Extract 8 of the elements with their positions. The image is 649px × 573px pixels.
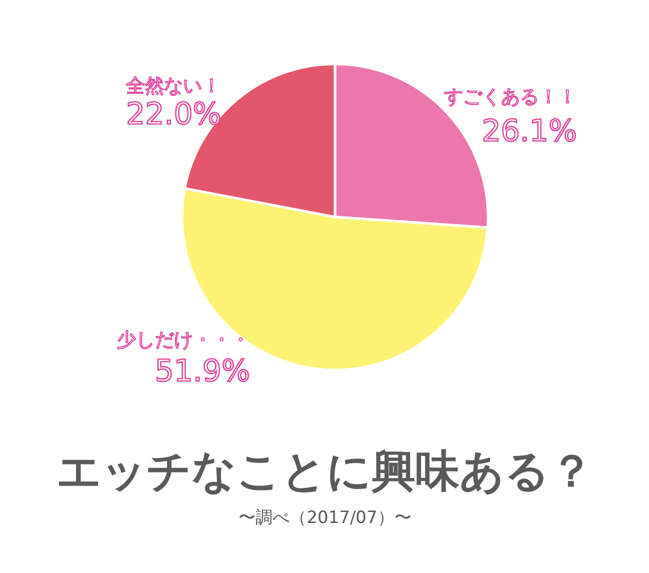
slice-label: すごくある！！ bbox=[444, 86, 577, 108]
text: エッチなことに興味ある？ bbox=[56, 446, 594, 497]
data-label: 26.1% bbox=[482, 114, 577, 149]
slice-label: 全然ない！ bbox=[126, 75, 221, 97]
data-label: 22.0% bbox=[126, 97, 222, 132]
slice-label: 少しだけ・・・ bbox=[117, 329, 250, 351]
text: 〜調べ（2017/07）〜 bbox=[238, 508, 412, 528]
data-label: 51.9% bbox=[154, 354, 250, 389]
